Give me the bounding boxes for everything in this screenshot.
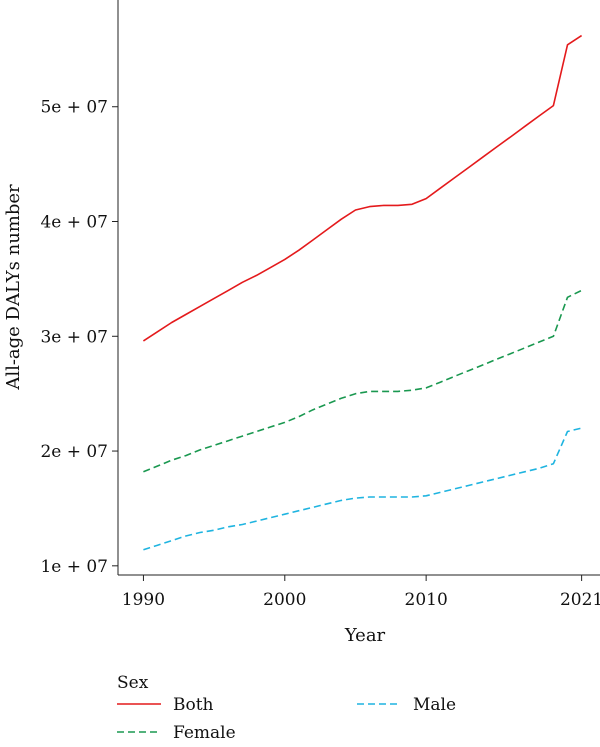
x-axis-title: Year [344,625,386,646]
y-axis-title: All-age DALYs number [3,184,24,391]
series-line-female [143,289,582,473]
y-tick-label: 1e + 07 [40,557,108,577]
legend-label-male: Male [413,695,456,715]
y-tick-label: 2e + 07 [40,442,108,462]
axes: 1e + 07 2e + 07 3e + 07 4e + 07 5e + 07 1990… [40,0,600,610]
legend: Sex Both Female Male [117,673,456,743]
y-tick-label: 4e + 07 [40,213,108,233]
legend-items: Both Female Male [117,695,456,743]
x-tick-label: 1990 [122,590,165,610]
x-ticks: 1990 2000 2010 2021 [122,575,600,610]
series-line-male [143,427,582,551]
y-ticks: 1e + 07 2e + 07 3e + 07 4e + 07 5e + 07 [40,98,118,577]
y-tick-label: 5e + 07 [40,98,108,118]
x-tick-label: 2010 [405,590,448,610]
legend-title: Sex [117,673,149,693]
series-line-both [142,34,583,342]
legend-label-female: Female [173,723,236,743]
legend-label-both: Both [173,695,214,715]
x-tick-label: 2021 [560,590,600,610]
series-layer [142,34,583,551]
x-tick-label: 2000 [263,590,306,610]
y-tick-label: 3e + 07 [40,327,108,347]
